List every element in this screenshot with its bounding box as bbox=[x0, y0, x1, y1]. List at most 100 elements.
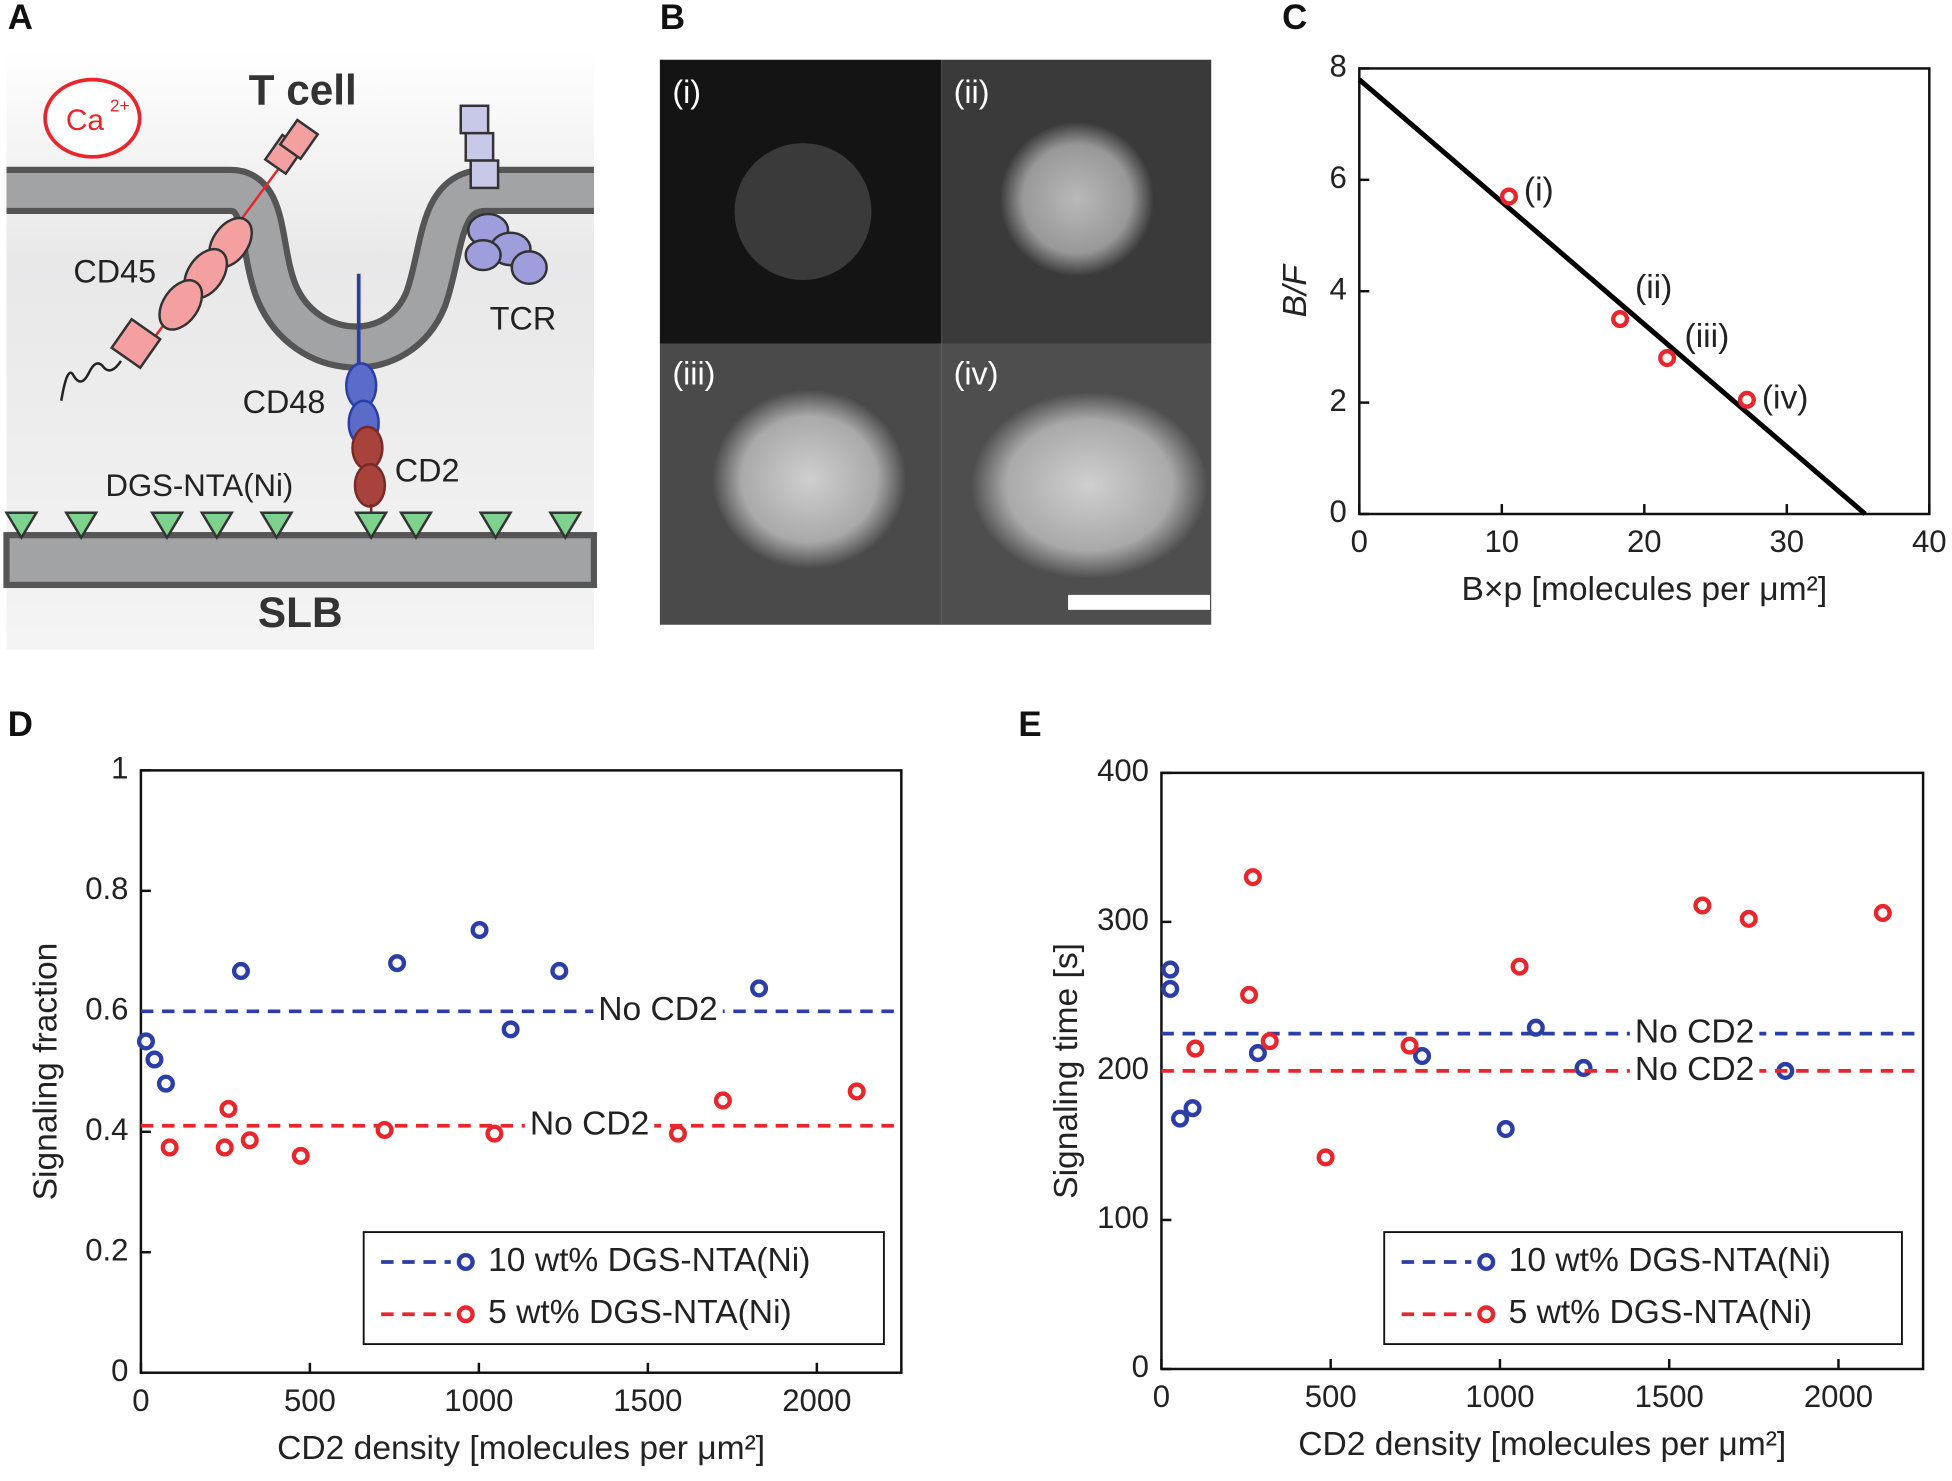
legend-marker bbox=[1477, 1305, 1496, 1324]
data-point bbox=[1693, 896, 1712, 915]
cd2 bbox=[351, 425, 384, 471]
data-point bbox=[1260, 1032, 1279, 1051]
data-point bbox=[1413, 1046, 1432, 1066]
reference-label: No CD2 bbox=[1635, 1051, 1754, 1088]
cd2 bbox=[353, 462, 387, 508]
data-point bbox=[1161, 979, 1180, 998]
data-point bbox=[1737, 390, 1756, 409]
reference-label: No CD2 bbox=[598, 991, 717, 1028]
data-point bbox=[713, 1091, 732, 1110]
cd45-label: CD45 bbox=[73, 253, 156, 289]
x-tick-label: 10 bbox=[1485, 524, 1520, 559]
legend-marker bbox=[456, 1305, 475, 1324]
legend-box bbox=[362, 1231, 885, 1346]
data-point bbox=[1240, 985, 1259, 1004]
cell-label: T cell bbox=[249, 67, 357, 114]
data-point bbox=[668, 1124, 687, 1143]
legend-label: 10 wt% DGS-NTA(Ni) bbox=[488, 1242, 810, 1279]
x-tick-label: 2000 bbox=[1804, 1379, 1873, 1414]
bilayer bbox=[3, 532, 598, 589]
cell-blob bbox=[712, 389, 907, 569]
label-bg bbox=[593, 1006, 723, 1017]
y-tick-label: 0.2 bbox=[85, 1232, 128, 1267]
data-point bbox=[388, 954, 407, 973]
data-point bbox=[145, 1050, 164, 1069]
cell-blob bbox=[734, 143, 872, 281]
panel-letter: E bbox=[1018, 705, 1041, 744]
data-point bbox=[1183, 1099, 1202, 1118]
y-tick-label: 0.4 bbox=[85, 1112, 128, 1147]
image-label: (iii) bbox=[672, 355, 715, 391]
x-tick-label: 1000 bbox=[444, 1383, 513, 1418]
panel-letter: B bbox=[660, 0, 685, 37]
tcr bbox=[459, 104, 548, 285]
data-point bbox=[1496, 1120, 1515, 1139]
data-point bbox=[1739, 909, 1758, 928]
point-label: (ii) bbox=[1635, 269, 1672, 306]
point-label: (iv) bbox=[1762, 380, 1809, 417]
data-point bbox=[215, 1138, 234, 1157]
data-point bbox=[550, 961, 569, 980]
data-point bbox=[1499, 187, 1518, 206]
cell-blob bbox=[971, 392, 1208, 579]
x-tick-label: 0 bbox=[132, 1383, 149, 1418]
y-axis-label: B/F bbox=[1277, 263, 1314, 318]
panel-letter: C bbox=[1282, 0, 1307, 37]
data-point bbox=[1611, 310, 1630, 329]
image-label: (ii) bbox=[954, 74, 990, 110]
tcr-label: TCR bbox=[490, 301, 556, 337]
data-point bbox=[1510, 957, 1529, 976]
data-point bbox=[156, 1074, 175, 1093]
legend-box bbox=[1383, 1231, 1903, 1346]
legend-marker bbox=[1477, 1252, 1496, 1271]
data-point bbox=[750, 979, 769, 998]
y-tick-label: 1 bbox=[111, 751, 128, 786]
images: (i) (ii) (iii) (iv) bbox=[659, 59, 1212, 625]
data-point bbox=[375, 1120, 394, 1139]
diagram: Ca 2+ T cell CD45 TCR CD48 CD2 DGS-NTA(N… bbox=[3, 49, 598, 650]
y-tick-label: 0.8 bbox=[85, 871, 128, 906]
x-axis-label: CD2 density [molecules per μm²] bbox=[277, 1430, 765, 1467]
x-tick-label: 2000 bbox=[782, 1383, 851, 1418]
x-tick-label: 1500 bbox=[613, 1383, 682, 1418]
x-tick-label: 0 bbox=[1153, 1379, 1170, 1414]
lipid-heads bbox=[4, 511, 583, 541]
data-point bbox=[160, 1138, 179, 1157]
plot-frame bbox=[1358, 67, 1931, 516]
reference-label: No CD2 bbox=[1635, 1014, 1754, 1051]
y-tick-label: 300 bbox=[1097, 902, 1149, 937]
x-tick-label: 40 bbox=[1912, 524, 1947, 559]
cd48-label: CD48 bbox=[243, 384, 326, 420]
legend-marker bbox=[456, 1252, 475, 1271]
point-label: (i) bbox=[1524, 171, 1554, 208]
data-point bbox=[1873, 903, 1892, 922]
point-label: (iii) bbox=[1685, 318, 1730, 355]
lipid-label: DGS-NTA(Ni) bbox=[106, 468, 294, 503]
ion: Ca bbox=[66, 104, 105, 137]
x-tick-label: 500 bbox=[284, 1383, 336, 1418]
legend-label: 5 wt% DGS-NTA(Ni) bbox=[1509, 1294, 1813, 1331]
x-tick-label: 0 bbox=[1351, 524, 1368, 559]
y-tick-label: 100 bbox=[1097, 1200, 1149, 1235]
y-tick-label: 400 bbox=[1097, 753, 1149, 788]
x-tick-label: 20 bbox=[1627, 524, 1662, 559]
y-tick-label: 0.6 bbox=[85, 992, 128, 1027]
y-tick-label: 8 bbox=[1330, 49, 1347, 84]
fit-line bbox=[1357, 77, 1867, 516]
x-tick-label: 1500 bbox=[1635, 1379, 1704, 1414]
x-axis-label: B×p [molecules per μm²] bbox=[1461, 571, 1827, 608]
cd45-domains bbox=[109, 118, 320, 370]
data-point bbox=[231, 961, 250, 980]
data-point bbox=[1186, 1039, 1205, 1058]
y-tick-label: 200 bbox=[1097, 1051, 1149, 1086]
data-point bbox=[470, 920, 489, 940]
data-point bbox=[291, 1146, 310, 1165]
y-axis-label: Signaling fraction bbox=[27, 943, 64, 1201]
cell-blob bbox=[999, 121, 1154, 277]
data-point bbox=[1400, 1036, 1419, 1055]
y-tick-label: 4 bbox=[1330, 271, 1347, 306]
y-tick-label: 6 bbox=[1330, 160, 1347, 195]
data-point bbox=[136, 1032, 156, 1051]
ion-charge: 2+ bbox=[110, 96, 130, 116]
